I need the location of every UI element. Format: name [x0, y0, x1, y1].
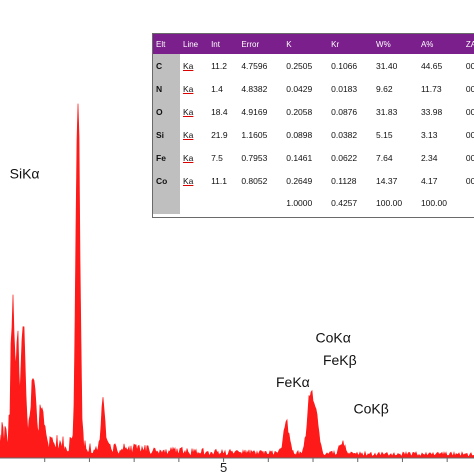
cell-line: Ka	[183, 83, 194, 94]
table-row-total: 1.0000 0.4257 100.00 100.00	[153, 192, 474, 214]
x-axis-ticks: 5	[44, 458, 448, 474]
cell-kr: 0.1066	[331, 60, 358, 71]
cell-int: 11.2	[211, 60, 227, 71]
cell-zaf: 00	[465, 106, 474, 117]
col-header-int: Int	[208, 34, 239, 54]
cell-zaf: 00	[465, 152, 474, 163]
table-header-row: Elt Line Int Error K Kr W% A% ZAF	[153, 34, 474, 54]
peak-label-3: FeKα	[276, 374, 310, 390]
col-header-zaf: ZAF	[462, 34, 474, 54]
cell-atomic-pct: 4.17	[420, 175, 438, 186]
cell-elt	[153, 192, 180, 214]
table-row-n: NKa 1.4 4.8382 0.0429 0.0183 9.62 11.73 00	[153, 77, 474, 100]
cell-line: Ka	[183, 129, 194, 140]
cell-atomic-pct: 33.98	[420, 106, 443, 117]
cell-elt: Si	[153, 123, 180, 146]
cell-atomic-pct: 100.00	[420, 198, 447, 208]
cell-zaf: 00	[465, 60, 474, 71]
cell-int: 21.9	[211, 129, 228, 140]
cell-int: 1.4	[211, 83, 223, 94]
cell-int	[208, 192, 238, 214]
cell-atomic-pct: 2.34	[420, 152, 438, 163]
cell-zaf	[463, 192, 474, 214]
cell-k: 0.1461	[286, 152, 313, 163]
cell-zaf: 00	[465, 175, 474, 186]
cell-line: Ka	[183, 152, 194, 163]
col-header-weight-pct: W%	[373, 34, 418, 54]
cell-line: Ka	[183, 175, 194, 186]
table-row-o: OKa 18.4 4.9169 0.2058 0.0876 31.83 33.98 00	[153, 100, 474, 123]
cell-weight-pct: 100.00	[376, 198, 403, 208]
cell-kr: 0.0876	[331, 106, 358, 117]
cell-error: 1.1605	[241, 129, 268, 140]
table-row-c: CKa 11.2 4.7596 0.2505 0.1066 31.40 44.65 00	[153, 54, 474, 77]
col-header-elt: Elt	[153, 34, 180, 54]
cell-zaf: 00	[465, 129, 474, 140]
cell-kr: 0.0183	[331, 83, 358, 94]
cell-atomic-pct: 11.73	[420, 83, 442, 94]
quantification-table: Elt Line Int Error K Kr W% A% ZAF CKa11.…	[152, 33, 474, 218]
cell-k: 0.2058	[286, 106, 313, 117]
cell-line: Ka	[183, 60, 194, 71]
cell-kr: 0.1128	[331, 175, 357, 186]
spectrum-layer	[0, 17, 474, 459]
cell-int: 7.5	[211, 152, 223, 163]
x-tick-label-5: 5	[220, 460, 227, 474]
cell-k: 0.0898	[286, 129, 313, 140]
cell-int: 11.1	[211, 175, 227, 186]
cell-weight-pct: 31.40	[376, 60, 398, 71]
col-header-k: K	[283, 34, 329, 54]
cell-atomic-pct: 3.13	[420, 129, 438, 140]
spectrum-series	[0, 103, 474, 459]
table-body: CKa11.24.75960.25050.106631.4044.6500NKa…	[153, 54, 474, 214]
cell-weight-pct: 31.83	[376, 106, 398, 117]
peak-annotations: SiKα CoKα FeKβ FeKα CoKβ	[10, 165, 389, 416]
cell-int: 18.4	[211, 106, 228, 117]
cell-elt: N	[153, 77, 180, 100]
cell-kr: 0.0622	[331, 152, 358, 163]
col-header-line: Line	[180, 34, 209, 54]
cell-weight-pct: 7.64	[376, 152, 393, 163]
cell-k: 0.2505	[286, 60, 313, 71]
peak-label-4: CoKβ	[354, 401, 389, 417]
cell-zaf: 00	[465, 83, 474, 94]
col-header-kr: Kr	[328, 34, 374, 54]
cell-kr: 0.4257	[331, 198, 358, 208]
cell-elt: O	[153, 100, 180, 123]
cell-error: 0.7953	[241, 152, 268, 163]
cell-weight-pct: 14.37	[376, 175, 398, 186]
cell-k: 0.0429	[286, 83, 313, 94]
col-header-atomic-pct: A%	[417, 34, 463, 54]
cell-weight-pct: 9.62	[376, 83, 393, 94]
cell-kr: 0.0382	[331, 129, 358, 140]
peak-label-2: FeKβ	[323, 352, 357, 368]
spectrum-peak-6	[77, 17, 79, 19]
cell-error: 4.7596	[241, 60, 268, 71]
cell-k: 1.0000	[286, 198, 313, 208]
cell-elt: Co	[153, 169, 180, 192]
cell-error: 4.9169	[241, 106, 268, 117]
cell-atomic-pct: 44.65	[420, 60, 443, 71]
cell-error: 4.8382	[241, 83, 268, 94]
cell-line: Ka	[183, 106, 194, 117]
cell-error: 0.8052	[241, 175, 268, 186]
col-header-error: Error	[238, 34, 284, 54]
cell-k: 0.2649	[286, 175, 313, 186]
cell-elt: C	[153, 54, 180, 77]
peak-label-0: SiKα	[10, 165, 40, 181]
cell-line	[180, 192, 208, 214]
cell-elt: Fe	[153, 146, 180, 169]
peak-label-1: CoKα	[315, 330, 350, 346]
spectrum-peak-2	[22, 306, 24, 308]
cell-error	[238, 192, 283, 214]
cell-weight-pct: 5.15	[376, 129, 393, 140]
